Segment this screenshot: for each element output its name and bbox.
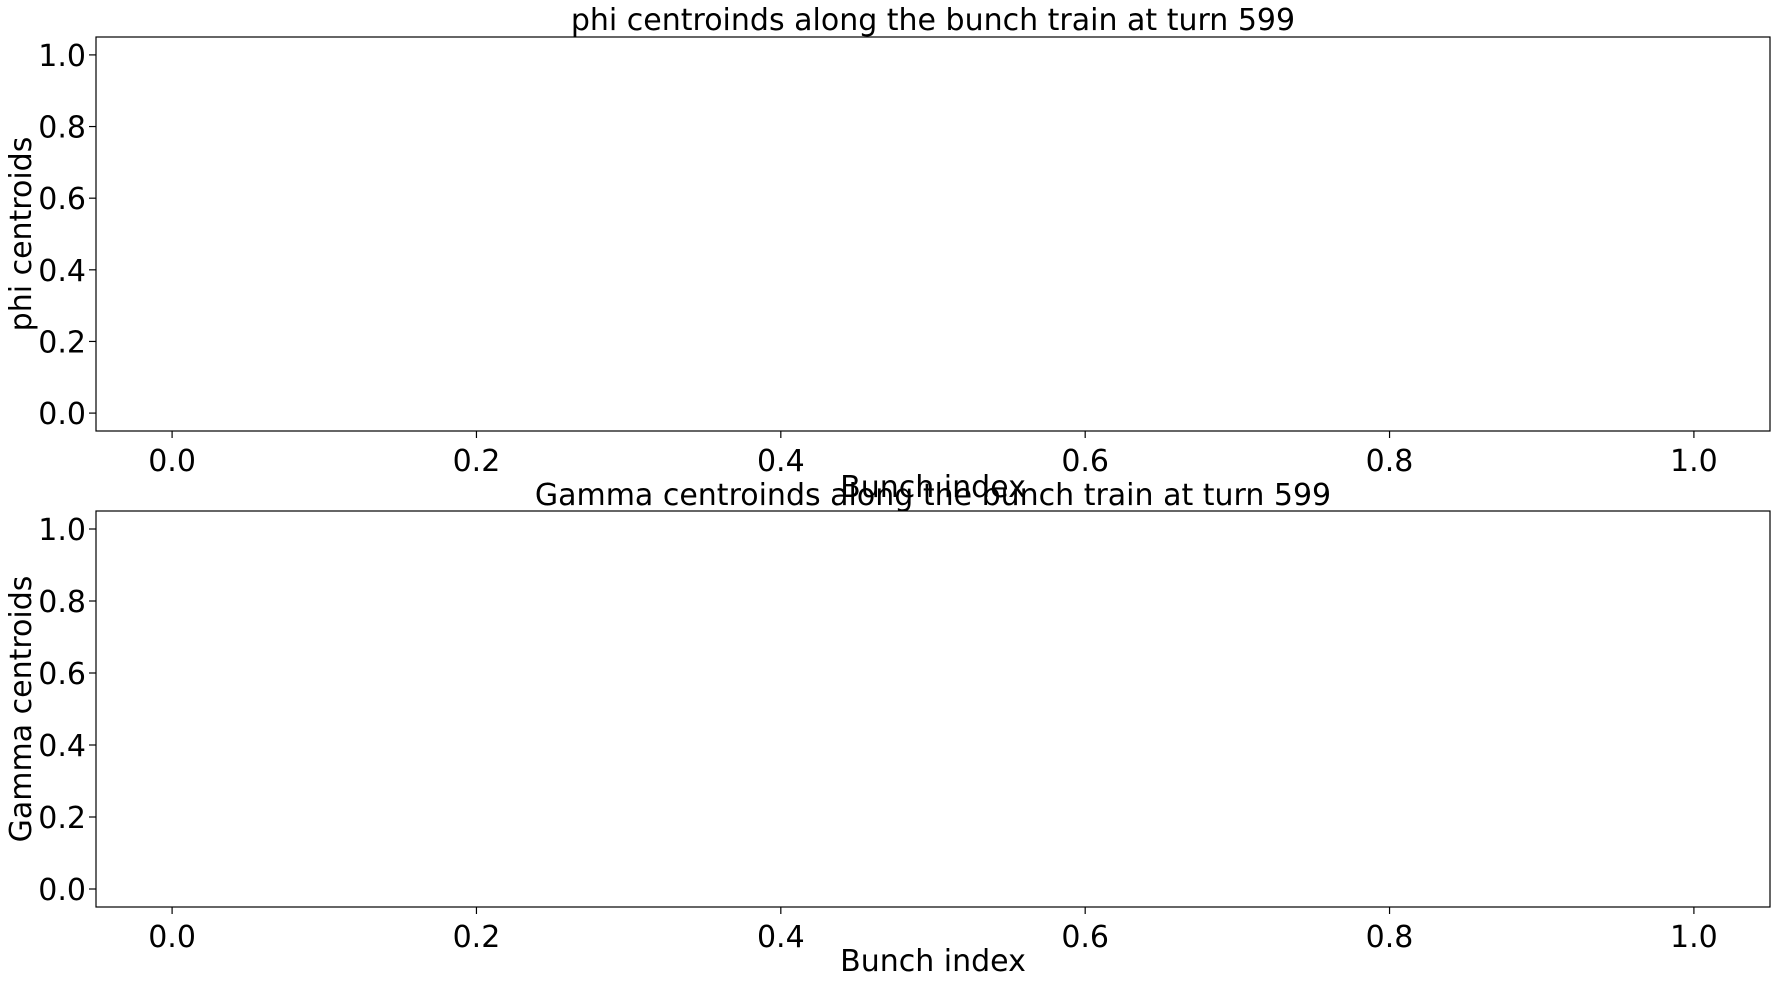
gamma-y-tick-label: 0.2: [38, 801, 86, 836]
phi-y-axis-label: phi centroids: [4, 137, 39, 332]
gamma-y-ticks: 0.0 0.2 0.4 0.6 0.8 1.0: [38, 513, 96, 908]
phi-y-tick-label: 0.6: [38, 182, 86, 217]
phi-y-tick-label: 0.4: [38, 254, 86, 289]
gamma-x-tick-label: 0.0: [148, 920, 196, 955]
gamma-y-tick-label: 0.6: [38, 657, 86, 692]
phi-x-tick-label: 0.8: [1366, 444, 1414, 479]
gamma-x-tick-label: 1.0: [1670, 920, 1718, 955]
phi-x-tick-label: 0.0: [148, 444, 196, 479]
phi-x-ticks: 0.0 0.2 0.4 0.6 0.8 1.0: [148, 431, 1718, 479]
phi-x-tick-label: 0.2: [453, 444, 501, 479]
gamma-centroids-panel: 0.0 0.2 0.4 0.6 0.8 1.0 0.0 0.2 0.4 0.6 0.8 1.0 Ga…: [4, 478, 1771, 979]
phi-x-tick-label: 1.0: [1670, 444, 1718, 479]
gamma-plot-area: [95, 510, 1771, 908]
gamma-x-tick-label: 0.8: [1366, 920, 1414, 955]
gamma-x-axis-label: Bunch index: [840, 944, 1026, 979]
gamma-y-axis-label: Gamma centroids: [4, 576, 39, 843]
phi-x-axis-label: Bunch index: [840, 470, 1026, 505]
phi-plot-area: [95, 36, 1771, 432]
gamma-x-tick-label: 0.2: [453, 920, 501, 955]
phi-y-tick-label: 0.0: [38, 397, 86, 432]
gamma-x-ticks: 0.0 0.2 0.4 0.6 0.8 1.0: [148, 907, 1718, 955]
phi-chart-title: phi centroinds along the bunch train at …: [571, 3, 1295, 38]
gamma-y-tick-label: 0.8: [38, 585, 86, 620]
phi-y-tick-label: 0.8: [38, 111, 86, 146]
gamma-y-tick-label: 0.4: [38, 729, 86, 764]
phi-y-ticks: 0.0 0.2 0.4 0.6 0.8 1.0: [38, 39, 96, 432]
phi-x-tick-label: 0.6: [1061, 444, 1109, 479]
gamma-y-tick-label: 0.0: [38, 873, 86, 908]
phi-x-tick-label: 0.4: [757, 444, 805, 479]
gamma-chart-title: Gamma centroinds along the bunch train a…: [535, 478, 1331, 513]
phi-centroids-panel: 0.0 0.2 0.4 0.6 0.8 1.0 0.0 0.2 0.4 0.6 0.8 1.0 ph…: [4, 3, 1771, 505]
phi-y-tick-label: 0.2: [38, 325, 86, 360]
gamma-x-tick-label: 0.6: [1061, 920, 1109, 955]
gamma-y-tick-label: 1.0: [38, 513, 86, 548]
gamma-x-tick-label: 0.4: [757, 920, 805, 955]
phi-y-tick-label: 1.0: [38, 39, 86, 74]
